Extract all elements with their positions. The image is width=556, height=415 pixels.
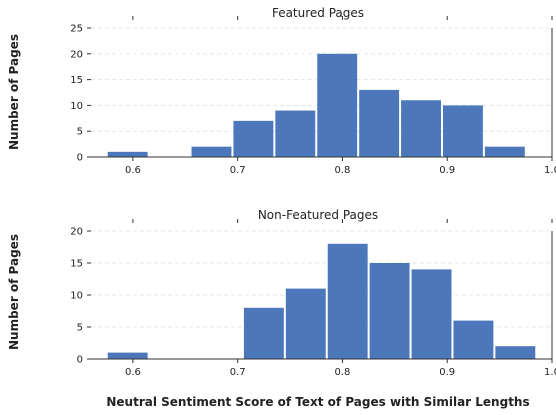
histogram-bar: [233, 120, 274, 157]
x-tick-label: 0.7: [230, 165, 246, 176]
x-tick-label: 0.6: [125, 165, 141, 176]
x-tick-label: 0.8: [335, 165, 351, 176]
y-tick-label: 10: [70, 101, 83, 112]
histogram-bar: [401, 100, 441, 157]
x-tick-label: 0.9: [439, 165, 455, 176]
x-tick-label: 1.0: [544, 367, 556, 378]
x-tick-label: 1.0: [544, 165, 556, 176]
histogram-bar: [484, 146, 525, 157]
x-tick-label: 0.6: [125, 367, 141, 378]
histogram-bar: [453, 320, 494, 359]
y-tick-label: 20: [70, 227, 83, 238]
histogram-bar: [327, 243, 368, 359]
histogram-bar: [442, 105, 483, 157]
y-tick-label: 20: [70, 49, 83, 60]
non-featured-y-axis-title: Number of Pages: [7, 234, 21, 350]
featured-pages-panel: Featured Pages Number of Pages 0 5 10 15 20 2…: [7, 6, 556, 176]
x-tick-label: 0.7: [230, 367, 246, 378]
y-tick-label: 15: [70, 259, 83, 270]
non-featured-pages-title: Non-Featured Pages: [258, 208, 378, 222]
x-axis-title: Neutral Sentiment Score of Text of Pages…: [106, 395, 529, 409]
histogram-bar: [369, 263, 410, 359]
x-tick-label: 0.9: [439, 367, 455, 378]
histogram-bar: [285, 288, 326, 359]
y-tick-label: 5: [77, 323, 83, 334]
histogram-bar: [107, 151, 148, 157]
y-tick-label: 0: [77, 355, 83, 366]
histogram-bar: [191, 146, 232, 157]
featured-pages-title: Featured Pages: [272, 6, 364, 20]
y-tick-label: 5: [77, 127, 83, 138]
y-tick-label: 0: [77, 153, 83, 164]
y-tick-label: 15: [70, 75, 83, 86]
x-tick-label: 0.8: [335, 367, 351, 378]
histogram-bar: [411, 269, 452, 359]
histogram-bar: [275, 110, 316, 157]
histogram-bar: [495, 346, 536, 359]
histogram-bar: [317, 53, 358, 157]
histogram-bar: [107, 352, 148, 359]
y-tick-label: 10: [70, 291, 83, 302]
non-featured-pages-panel: Non-Featured Pages Number of Pages 0 5 10 1…: [7, 208, 556, 378]
histogram-bar: [243, 307, 284, 359]
y-tick-label: 25: [70, 24, 83, 35]
featured-y-axis-title: Number of Pages: [7, 34, 21, 150]
histogram-bar: [359, 89, 400, 157]
